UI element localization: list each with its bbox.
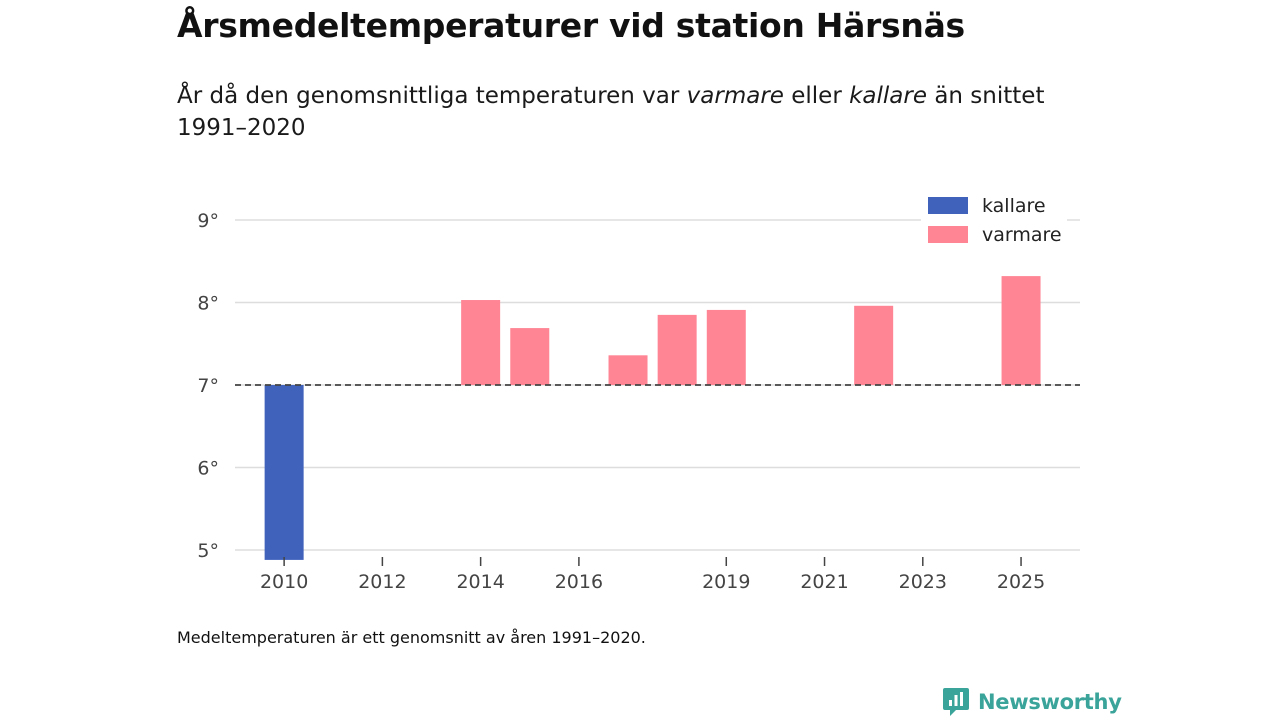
brand-name: Newsworthy <box>978 690 1122 714</box>
bars <box>264 276 1041 560</box>
y-tick-label-8: 8° <box>197 293 219 315</box>
bar-2025 <box>1001 276 1041 385</box>
x-axis: 2010 2012 2014 2016 2019 2021 2023 2025 <box>260 557 1045 593</box>
chart-title: Årsmedeltemperaturer vid station Härsnäs <box>177 6 965 45</box>
subtitle-part2: eller <box>783 83 850 109</box>
bar-2022 <box>854 305 894 385</box>
chart-subtitle: År då den genomsnittliga temperaturen va… <box>177 80 1057 144</box>
x-tick-label-2016: 2016 <box>555 571 603 593</box>
bar-2014 <box>461 300 501 385</box>
x-tick-label-2023: 2023 <box>899 571 947 593</box>
legend-label-varmare: varmare <box>982 224 1062 246</box>
y-tick-label-5: 5° <box>197 540 219 562</box>
x-tick-label-2025: 2025 <box>997 571 1045 593</box>
subtitle-warm-word: varmare <box>686 83 784 109</box>
x-tick-label-2014: 2014 <box>456 571 504 593</box>
legend-label-kallare: kallare <box>982 195 1046 217</box>
bar-2015 <box>510 328 550 385</box>
y-tick-label-7: 7° <box>197 375 219 397</box>
newsworthy-logo-icon <box>943 688 969 716</box>
subtitle-part3: än snittet 1991–2020 <box>177 83 1045 141</box>
legend-swatch-varmare <box>928 226 968 243</box>
footnote: Medeltemperaturen är ett genomsnitt av å… <box>177 628 646 647</box>
y-axis: 5° 6° 7° 8° 9° <box>197 210 219 562</box>
bar-2010 <box>264 385 304 560</box>
bar-chart: 5°6°7°8°9° 2010 2012 2014 2016 2019 2021 2023 2… <box>197 190 1080 593</box>
legend: kallare varmare <box>921 190 1067 252</box>
bar-2017 <box>608 355 648 385</box>
x-tick-label-2021: 2021 <box>800 571 848 593</box>
bar-2019 <box>706 309 746 385</box>
subtitle-part1: År då den genomsnittliga temperaturen va… <box>177 83 687 109</box>
brand-logo[interactable]: Newsworthy <box>942 686 1122 718</box>
legend-swatch-kallare <box>928 197 968 214</box>
y-tick-label-6: 6° <box>197 458 219 480</box>
bar-2018 <box>657 314 697 385</box>
x-tick-label-2010: 2010 <box>260 571 308 593</box>
subtitle-cold-word: kallare <box>849 83 928 109</box>
x-tick-label-2019: 2019 <box>702 571 750 593</box>
y-tick-label-9: 9° <box>197 210 219 232</box>
x-tick-label-2012: 2012 <box>358 571 406 593</box>
